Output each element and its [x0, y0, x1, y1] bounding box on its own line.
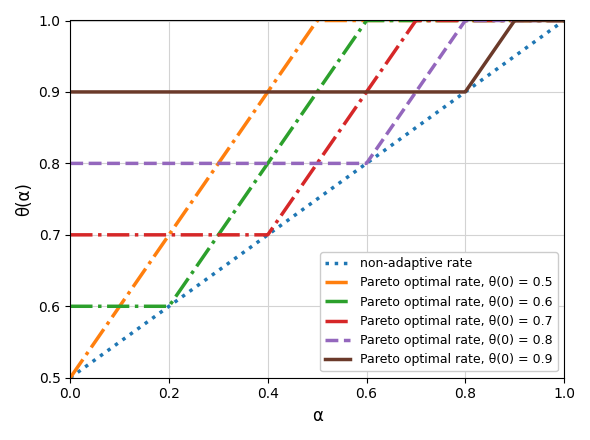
- Pareto optimal rate, θ(0) = 0.6: [117, 304, 124, 309]
- Pareto optimal rate, θ(0) = 0.5: [117, 302, 124, 308]
- Pareto optimal rate, θ(0) = 0.6: [407, 18, 414, 23]
- Legend: non-adaptive rate, Pareto optimal rate, θ(0) = 0.5, Pareto optimal rate, θ(0) = : non-adaptive rate, Pareto optimal rate, …: [320, 252, 558, 371]
- Pareto optimal rate, θ(0) = 0.7: [267, 229, 274, 235]
- Pareto optimal rate, θ(0) = 0.5: [67, 375, 74, 380]
- Line: non-adaptive rate: non-adaptive rate: [70, 21, 564, 378]
- Pareto optimal rate, θ(0) = 0.7: [452, 18, 459, 23]
- Pareto optimal rate, θ(0) = 0.9: [117, 89, 124, 95]
- Pareto optimal rate, θ(0) = 0.8: [284, 161, 291, 166]
- Pareto optimal rate, θ(0) = 0.8: [461, 19, 468, 25]
- Pareto optimal rate, θ(0) = 0.8: [560, 18, 568, 23]
- Line: Pareto optimal rate, θ(0) = 0.8: Pareto optimal rate, θ(0) = 0.8: [70, 21, 564, 163]
- Pareto optimal rate, θ(0) = 0.7: [67, 232, 74, 238]
- Pareto optimal rate, θ(0) = 0.5: [267, 86, 274, 92]
- Pareto optimal rate, θ(0) = 0.6: [267, 158, 274, 163]
- Pareto optimal rate, θ(0) = 0.8: [452, 32, 459, 37]
- X-axis label: α: α: [312, 407, 323, 425]
- Pareto optimal rate, θ(0) = 0.9: [406, 89, 413, 95]
- Pareto optimal rate, θ(0) = 0.5: [407, 18, 414, 23]
- Pareto optimal rate, θ(0) = 0.6: [284, 132, 291, 137]
- Pareto optimal rate, θ(0) = 0.8: [462, 18, 469, 23]
- Pareto optimal rate, θ(0) = 0.7: [284, 203, 291, 209]
- Pareto optimal rate, θ(0) = 0.9: [267, 89, 274, 95]
- Pareto optimal rate, θ(0) = 0.6: [560, 18, 568, 23]
- Pareto optimal rate, θ(0) = 0.6: [452, 18, 459, 23]
- non-adaptive rate: [461, 90, 468, 95]
- Pareto optimal rate, θ(0) = 0.8: [67, 161, 74, 166]
- Y-axis label: θ(α): θ(α): [15, 182, 33, 216]
- non-adaptive rate: [67, 375, 74, 380]
- non-adaptive rate: [284, 218, 291, 223]
- Line: Pareto optimal rate, θ(0) = 0.9: Pareto optimal rate, θ(0) = 0.9: [70, 21, 564, 92]
- Pareto optimal rate, θ(0) = 0.7: [560, 18, 568, 23]
- Pareto optimal rate, θ(0) = 0.9: [452, 89, 459, 95]
- non-adaptive rate: [267, 231, 274, 236]
- Pareto optimal rate, θ(0) = 0.6: [461, 18, 468, 23]
- Pareto optimal rate, θ(0) = 0.5: [284, 60, 291, 66]
- Pareto optimal rate, θ(0) = 0.5: [314, 18, 321, 23]
- non-adaptive rate: [452, 96, 459, 102]
- Pareto optimal rate, θ(0) = 0.9: [67, 89, 74, 95]
- Pareto optimal rate, θ(0) = 0.9: [461, 89, 468, 95]
- Pareto optimal rate, θ(0) = 0.9: [512, 18, 519, 23]
- Pareto optimal rate, θ(0) = 0.7: [406, 27, 413, 33]
- Line: Pareto optimal rate, θ(0) = 0.6: Pareto optimal rate, θ(0) = 0.6: [70, 21, 564, 306]
- Pareto optimal rate, θ(0) = 0.7: [461, 18, 468, 23]
- Pareto optimal rate, θ(0) = 0.5: [461, 18, 468, 23]
- Pareto optimal rate, θ(0) = 0.5: [452, 18, 459, 23]
- Pareto optimal rate, θ(0) = 0.8: [406, 99, 413, 104]
- non-adaptive rate: [406, 130, 413, 135]
- Pareto optimal rate, θ(0) = 0.9: [284, 89, 291, 95]
- Pareto optimal rate, θ(0) = 0.6: [67, 304, 74, 309]
- non-adaptive rate: [117, 339, 124, 344]
- Pareto optimal rate, θ(0) = 0.5: [560, 18, 568, 23]
- Line: Pareto optimal rate, θ(0) = 0.5: Pareto optimal rate, θ(0) = 0.5: [70, 21, 564, 378]
- Pareto optimal rate, θ(0) = 0.8: [117, 161, 124, 166]
- Pareto optimal rate, θ(0) = 0.7: [412, 18, 419, 23]
- non-adaptive rate: [560, 18, 568, 23]
- Pareto optimal rate, θ(0) = 0.7: [117, 232, 124, 238]
- Pareto optimal rate, θ(0) = 0.6: [363, 18, 371, 23]
- Pareto optimal rate, θ(0) = 0.8: [267, 161, 274, 166]
- Pareto optimal rate, θ(0) = 0.9: [560, 18, 568, 23]
- Line: Pareto optimal rate, θ(0) = 0.7: Pareto optimal rate, θ(0) = 0.7: [70, 21, 564, 235]
